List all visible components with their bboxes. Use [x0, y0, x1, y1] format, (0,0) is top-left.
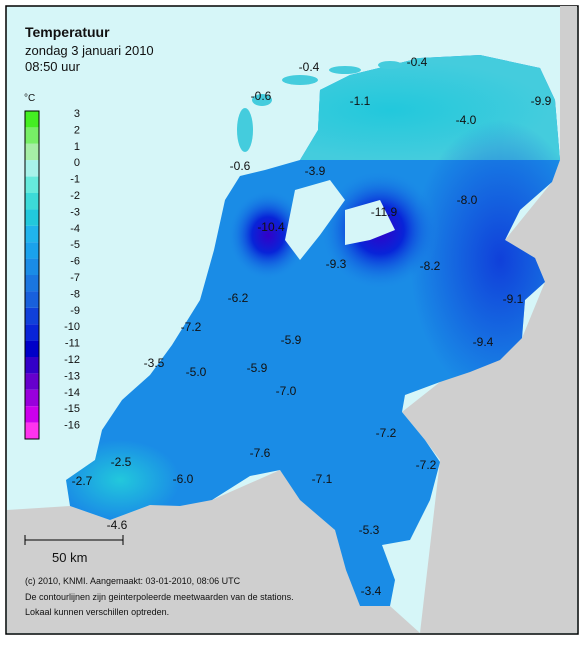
legend-label: -4: [70, 223, 80, 235]
legend-swatch: [25, 193, 39, 210]
footer-line: (c) 2010, KNMI. Aangemaakt: 03-01-2010, …: [25, 576, 241, 586]
legend-swatch: [25, 209, 39, 226]
legend-label: 3: [74, 108, 80, 120]
legend-label: 2: [74, 124, 80, 136]
station-value: -5.9: [281, 333, 302, 347]
station-value: -4.6: [107, 518, 128, 532]
legend-swatch: [25, 373, 39, 390]
legend-swatch: [25, 357, 39, 374]
islands: [237, 58, 430, 152]
legend-label: 1: [74, 141, 80, 153]
station-value: -1.1: [350, 94, 371, 108]
station-value: -9.4: [473, 335, 494, 349]
station-value: -7.2: [376, 426, 397, 440]
legend-label: -11: [65, 338, 80, 350]
legend-swatch: [25, 258, 39, 275]
lakes: [285, 180, 395, 260]
legend-label: -2: [70, 190, 80, 202]
legend-swatch: [25, 111, 39, 128]
station-value: -5.0: [186, 365, 207, 379]
legend-label: -5: [70, 239, 80, 251]
legend-label: -15: [64, 403, 80, 415]
station-value: -8.2: [420, 259, 441, 273]
station-value: -5.3: [359, 523, 380, 537]
station-value: -0.6: [251, 89, 272, 103]
legend-label: -8: [70, 288, 80, 300]
germany: [402, 6, 577, 633]
legend-label: -13: [64, 370, 80, 382]
footer-line: De contourlijnen zijn geinterpoleerde me…: [25, 592, 294, 602]
legend-label: -14: [64, 387, 80, 399]
legend-label: -16: [64, 420, 80, 432]
legend-swatch: [25, 275, 39, 292]
legend-swatch: [25, 307, 39, 325]
legend-label: -6: [70, 256, 80, 268]
legend-label: -12: [64, 354, 80, 366]
station-value: -10.4: [257, 220, 285, 234]
stations: -0.4 -0.4 -0.6 -1.1 -9.9 -4.0 -0.6 -3.9 -8.0 -11.…: [72, 55, 552, 598]
station-value: -3.4: [361, 584, 382, 598]
station-value: -7.6: [250, 446, 271, 460]
legend-frame: [24, 110, 40, 440]
station-value: -9.9: [531, 94, 552, 108]
legend-label: -9: [70, 305, 80, 317]
station-value: -6.2: [228, 291, 249, 305]
unit: °C: [24, 93, 35, 104]
date: zondag 3 januari 2010: [25, 43, 154, 58]
station-value: -11.9: [371, 205, 398, 219]
legend-swatch: [25, 143, 39, 161]
station-value: -8.0: [457, 193, 478, 207]
station-value: -7.2: [181, 320, 202, 334]
time: 08:50 uur: [25, 59, 81, 74]
station-value: -9.1: [503, 292, 524, 306]
scale-label: 50 km: [52, 550, 87, 565]
station-value: -0.4: [407, 55, 428, 69]
station-value: -9.3: [326, 257, 347, 271]
legend-label: -7: [70, 272, 80, 284]
legend-swatch: [25, 406, 39, 423]
legend-swatch: [25, 340, 39, 357]
legend-swatch: [25, 127, 39, 144]
station-value: -2.5: [111, 455, 132, 469]
legend-label: 0: [74, 157, 80, 169]
legend-swatch: [25, 324, 39, 341]
legend: 3 2 1 0 -1 -2 -3 -4 -5 -6 -7 -8 -9 -10 -11 -12 -13 -14 -15…: [24, 108, 80, 440]
legend-label: -1: [70, 174, 80, 186]
legend-label: -3: [70, 206, 80, 218]
title: Temperatuur: [25, 24, 110, 40]
station-value: -3.9: [305, 164, 326, 178]
legend-label: -10: [64, 321, 80, 333]
footer-line: Lokaal kunnen verschillen optreden.: [25, 607, 169, 617]
legend-swatch: [25, 176, 39, 193]
station-value: -5.9: [247, 361, 268, 375]
station-value: -2.7: [72, 474, 93, 488]
station-value: -6.0: [173, 472, 194, 486]
station-value: -3.5: [144, 356, 165, 370]
station-value: -0.4: [299, 60, 320, 74]
legend-swatch: [25, 242, 39, 259]
legend-swatch: [25, 291, 39, 308]
station-value: -4.0: [456, 113, 477, 127]
station-value: -7.2: [416, 458, 437, 472]
legend-swatch: [25, 389, 39, 407]
legend-swatch: [25, 422, 39, 439]
station-value: -7.0: [276, 384, 297, 398]
station-value: -0.6: [230, 159, 251, 173]
legend-swatch: [25, 160, 39, 177]
station-value: -7.1: [312, 472, 333, 486]
legend-swatch: [25, 225, 39, 243]
